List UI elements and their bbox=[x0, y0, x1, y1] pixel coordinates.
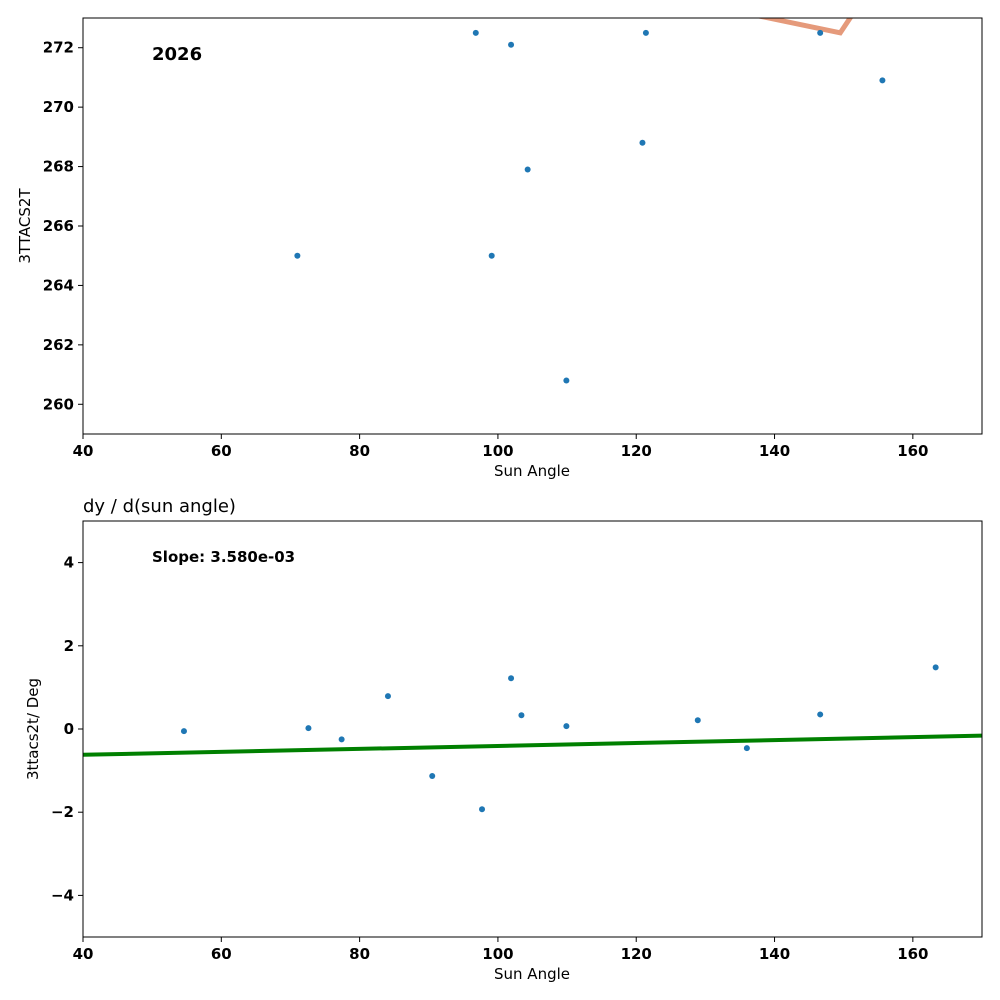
data-point bbox=[508, 675, 515, 682]
data-point bbox=[472, 29, 479, 36]
x-tick-label: 120 bbox=[621, 945, 652, 963]
x-tick-label: 140 bbox=[759, 945, 790, 963]
data-point bbox=[429, 773, 436, 780]
data-point bbox=[563, 377, 570, 384]
y-tick-label: 262 bbox=[43, 336, 74, 354]
trend-line bbox=[756, 18, 854, 36]
x-tick-label: 40 bbox=[73, 945, 94, 963]
x-tick-label: 80 bbox=[349, 945, 370, 963]
y-tick-label: −4 bbox=[51, 886, 74, 904]
bottom-plot-frame bbox=[82, 520, 983, 938]
y-tick-label: −2 bbox=[51, 803, 74, 821]
data-point bbox=[488, 252, 495, 259]
top-x-axis-label: Sun Angle bbox=[494, 462, 570, 480]
x-tick-label: 160 bbox=[897, 945, 928, 963]
y-tick-label: 0 bbox=[64, 720, 74, 738]
bottom-x-axis-label: Sun Angle bbox=[494, 965, 570, 983]
top-plot: 40 60 80 100 120 140 160260262264266268270272 … bbox=[16, 17, 983, 480]
y-tick-label: 2 bbox=[64, 637, 74, 655]
x-tick-label: 100 bbox=[482, 945, 513, 963]
top-plot-frame bbox=[82, 17, 983, 435]
x-tick-label: 60 bbox=[211, 945, 232, 963]
data-point bbox=[817, 711, 824, 718]
fit-line bbox=[83, 733, 982, 757]
y-tick-label: 264 bbox=[43, 276, 74, 294]
x-tick-label: 80 bbox=[349, 442, 370, 460]
data-point bbox=[817, 29, 824, 36]
y-tick-label: 272 bbox=[43, 39, 74, 57]
data-point bbox=[305, 725, 312, 732]
y-tick-label: 266 bbox=[43, 217, 74, 235]
data-point bbox=[932, 664, 939, 671]
data-point bbox=[384, 693, 391, 700]
data-point bbox=[338, 736, 345, 743]
data-point bbox=[294, 252, 301, 259]
data-point bbox=[563, 723, 570, 730]
data-point bbox=[642, 29, 649, 36]
y-tick-label: 4 bbox=[64, 554, 74, 572]
data-point bbox=[518, 712, 525, 719]
data-point bbox=[743, 745, 750, 752]
x-tick-label: 100 bbox=[482, 442, 513, 460]
data-point bbox=[639, 139, 646, 146]
top-y-axis-label: 3TTACS2T bbox=[16, 188, 34, 264]
data-point bbox=[694, 717, 701, 724]
x-tick-label: 60 bbox=[211, 442, 232, 460]
x-tick-label: 140 bbox=[759, 442, 790, 460]
data-point bbox=[479, 806, 486, 813]
data-point bbox=[508, 41, 515, 48]
bottom-plot: 40 60 80 100 120 140 160 4 2 0 −2 −4 dy / d(sun ang… bbox=[24, 496, 983, 983]
year-annotation: 2026 bbox=[152, 44, 202, 65]
bottom-plot-title: dy / d(sun angle) bbox=[83, 496, 236, 517]
data-point bbox=[524, 166, 531, 173]
x-tick-label: 120 bbox=[621, 442, 652, 460]
data-point bbox=[180, 728, 187, 735]
slope-annotation: Slope: 3.580e-03 bbox=[152, 548, 295, 566]
y-tick-label: 268 bbox=[43, 158, 74, 176]
x-tick-label: 40 bbox=[73, 442, 94, 460]
y-tick-label: 260 bbox=[43, 395, 74, 413]
x-tick-label: 160 bbox=[897, 442, 928, 460]
data-point bbox=[879, 77, 886, 84]
bottom-y-axis-label: 3ttacs2t/ Deg bbox=[24, 678, 42, 780]
y-tick-label: 270 bbox=[43, 98, 74, 116]
